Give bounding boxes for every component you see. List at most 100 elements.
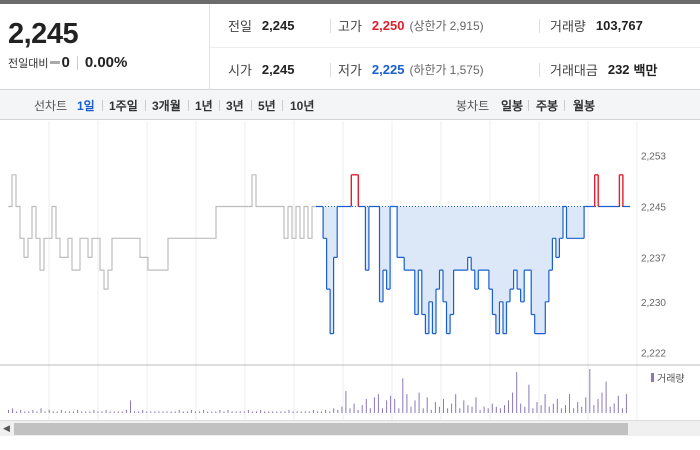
volume-bar (382, 408, 383, 413)
volume-bar (625, 394, 627, 413)
volume-bar (40, 408, 42, 413)
volume-bar (556, 398, 558, 413)
chart-scrollbar[interactable]: ◀ (0, 420, 700, 436)
volume-legend-label: 거래량 (657, 373, 685, 385)
volume-bar (443, 398, 444, 413)
volume-bar (434, 402, 436, 413)
volume-bar (260, 409, 262, 413)
tab-1y[interactable]: 1년 (195, 99, 213, 113)
volume-bar (573, 408, 575, 413)
volume-bar (520, 403, 522, 413)
lower-limit-value: 1,575) (449, 62, 484, 77)
volume-bar (125, 409, 127, 413)
tab-5y[interactable]: 5년 (258, 99, 276, 113)
scroll-left-icon[interactable]: ◀ (3, 423, 10, 433)
tab-monthly-candle[interactable]: 월봉 (573, 99, 596, 113)
volume-bar (64, 411, 66, 413)
volume-bar (207, 411, 209, 413)
tab-daily-candle[interactable]: 일봉 (501, 99, 524, 113)
tab-3y[interactable]: 3년 (226, 99, 244, 113)
tab-10y[interactable]: 10년 (290, 99, 315, 113)
volume-bar (617, 395, 619, 413)
line-chart-title: 선차트 (34, 99, 68, 113)
volume-bar (48, 409, 50, 413)
scroll-thumb[interactable] (14, 423, 628, 435)
volume-bar (373, 397, 375, 413)
volume-bar (239, 411, 241, 413)
today-line-up (350, 174, 624, 207)
volume-bar (540, 405, 542, 413)
volume-bar (24, 411, 26, 413)
divider (330, 63, 331, 77)
volume-bar (524, 406, 526, 413)
volume-bar (203, 409, 205, 413)
high-label: 고가 (338, 19, 362, 34)
amount-unit: 백만 (633, 63, 658, 78)
y-tick-label: 2,253 (641, 152, 666, 163)
tab-1w[interactable]: 1주일 (109, 99, 138, 113)
y-tick-label: 2,245 (641, 203, 666, 214)
high-value: 2,250 (371, 18, 405, 33)
volume-bar (166, 411, 168, 413)
volume-bar (215, 411, 217, 413)
volume-bar (349, 408, 351, 413)
volume-bar (256, 411, 257, 413)
volume-bar (365, 398, 367, 413)
y-axis: 2,253 2,245 2,237 2,230 2,222 (641, 152, 666, 360)
volume-bar (195, 411, 196, 413)
volume-bar (447, 408, 449, 413)
volume-bar (272, 411, 274, 413)
volume-bar (532, 408, 534, 413)
divider (251, 100, 252, 111)
volume-bar (475, 397, 477, 413)
volume-bar (199, 411, 201, 413)
tab-weekly-candle[interactable]: 주봉 (536, 99, 559, 113)
volume-bar (321, 411, 322, 413)
divider (282, 100, 283, 111)
price-chart: 2,253 2,245 2,237 2,230 2,222 거래량 (0, 121, 700, 420)
change-row: 전일대비 0 0.00% (8, 54, 127, 71)
volume-bar (32, 409, 34, 413)
volume-bar (178, 409, 180, 413)
volume-bar (353, 403, 355, 413)
volume-bar (211, 411, 213, 413)
prev-close-cell: 전일 2,245 (228, 16, 294, 35)
volume-bar (479, 409, 481, 413)
volume-bar (170, 411, 172, 413)
unchanged-icon (50, 61, 61, 64)
volume-bar (93, 409, 95, 413)
volume-bar (317, 411, 318, 413)
volume-bar (85, 411, 87, 413)
volume-bar (605, 381, 607, 413)
tab-1d[interactable]: 1일 (77, 99, 95, 113)
amount-value: 232 (607, 62, 630, 77)
low-label: 저가 (338, 63, 362, 78)
open-value: 2,245 (261, 62, 295, 77)
volume-bar (280, 411, 282, 413)
volume-bar (154, 411, 156, 413)
volume-bar (361, 405, 363, 413)
volume-bar (231, 411, 233, 413)
volume-bar (386, 400, 388, 413)
volume-bar (101, 411, 103, 413)
volume-bar (621, 408, 623, 413)
volume-panel: 거래량 (8, 369, 685, 413)
volume-bar (36, 411, 38, 413)
volume-bar (300, 411, 302, 413)
volume-bar (565, 405, 566, 413)
today-line-down (316, 205, 630, 335)
tab-3m[interactable]: 3개월 (152, 99, 181, 113)
volume-bar (438, 406, 440, 413)
volume-bar (394, 398, 396, 413)
volume-legend-swatch (651, 373, 654, 382)
volume-bar (589, 369, 591, 413)
quote-panel: 2,245 전일대비 0 0.00% 전일 2,245 고가 2,250 (상한… (0, 4, 700, 90)
volume-bar (341, 406, 343, 413)
volume-bar (60, 409, 62, 413)
volume-bar (333, 408, 335, 413)
divider (76, 55, 78, 70)
y-tick-label: 2,237 (641, 253, 666, 264)
volume-bar (251, 411, 253, 413)
volume-bar (499, 408, 501, 413)
volume-bar (337, 409, 339, 413)
